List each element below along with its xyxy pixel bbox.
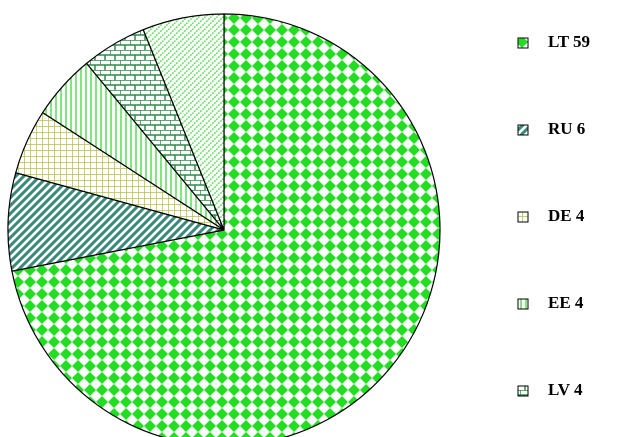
pie-slice <box>7 172 225 272</box>
legend-label: EE 4 <box>548 293 584 312</box>
legend-label: LV 4 <box>548 380 583 399</box>
legend-swatch <box>517 124 529 136</box>
legend-swatch <box>517 211 529 223</box>
legend-label: LT 59 <box>548 32 590 51</box>
legend-label: DE 4 <box>548 206 585 225</box>
legend-swatch <box>517 37 529 49</box>
pie-slice <box>11 13 441 437</box>
legend-swatch <box>517 385 529 397</box>
legend-swatch <box>517 298 529 310</box>
pie-slice <box>142 13 225 231</box>
legend-label: RU 6 <box>548 119 585 138</box>
